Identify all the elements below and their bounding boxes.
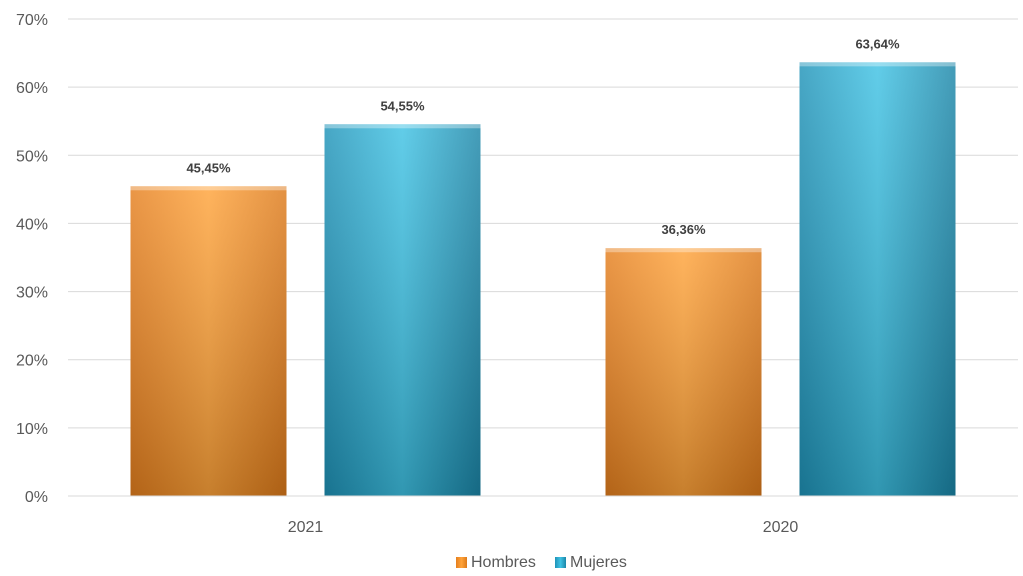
x-axis-ticks: 2021 2020 [288, 519, 799, 536]
y-tick-label: 0% [25, 489, 48, 506]
legend-swatch [456, 557, 467, 568]
bar-highlight [799, 62, 956, 67]
legend[interactable]: Hombres Mujeres [456, 554, 627, 571]
legend-item-hombres[interactable]: Hombres [456, 554, 536, 571]
y-tick-label: 40% [16, 216, 48, 233]
legend-item-mujeres[interactable]: Mujeres [555, 554, 627, 571]
x-tick-label: 2021 [288, 519, 324, 536]
bar-highlight [324, 124, 481, 129]
y-tick-label: 60% [16, 80, 48, 97]
bar-highlight [605, 248, 762, 253]
y-tick-label: 50% [16, 148, 48, 165]
legend-swatch [555, 557, 566, 568]
bar-highlight [130, 186, 287, 191]
y-tick-label: 10% [16, 421, 48, 438]
legend-label: Hombres [471, 554, 536, 571]
legend-label: Mujeres [570, 554, 627, 571]
data-labels: 45,45% 54,55% 36,36% 63,64% [186, 36, 900, 237]
bar-shading [799, 62, 956, 496]
data-label: 54,55% [380, 98, 425, 113]
data-label: 36,36% [661, 222, 706, 237]
y-axis-ticks: 0% 10% 20% 30% 40% 50% 60% 70% [16, 12, 48, 506]
data-label: 45,45% [186, 160, 231, 175]
data-label: 63,64% [855, 36, 900, 51]
y-tick-label: 30% [16, 285, 48, 302]
bar-shading [130, 186, 287, 496]
y-tick-label: 20% [16, 353, 48, 370]
y-tick-label: 70% [16, 12, 48, 29]
x-tick-label: 2020 [763, 519, 799, 536]
bar-shading [605, 248, 762, 496]
bar-shading [324, 124, 481, 497]
bars [130, 62, 956, 497]
